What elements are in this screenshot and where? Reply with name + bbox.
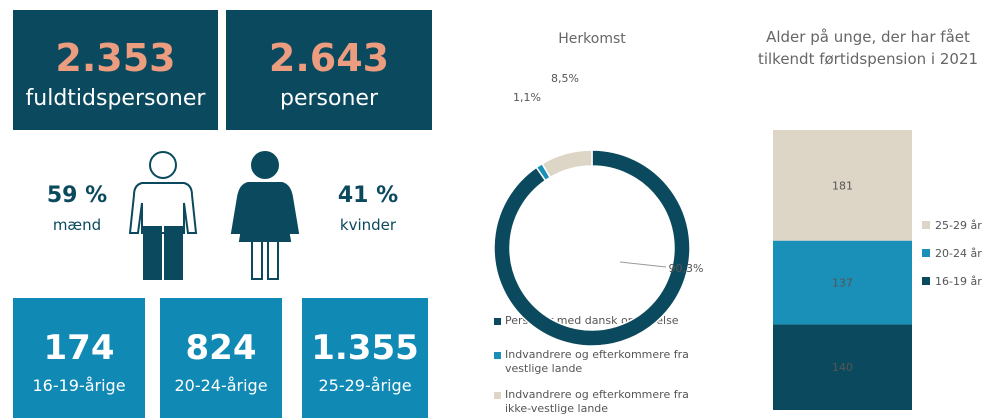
legend-swatch	[922, 249, 930, 257]
age-label: 16-19-årige	[32, 376, 126, 395]
legend-label: Indvandrere og efterkommere fra ikke-ves…	[505, 388, 689, 415]
kpi-tile: 2.643 personer	[226, 10, 432, 130]
kpi-value: 2.353	[55, 36, 176, 80]
bar-segment	[773, 130, 912, 241]
age-value: 824	[185, 328, 257, 368]
age-label: 25-29-årige	[318, 376, 412, 395]
gender-value: 59 %	[46, 183, 108, 208]
age-tile: 174 16-19-årige	[13, 298, 145, 418]
age-tile: 1.355 25-29-årige	[302, 298, 428, 418]
data-label: 90,3%	[669, 262, 704, 275]
kpi-value: 2.643	[268, 36, 390, 80]
legend-item: Indvandrere og efterkommere fra ikke-ves…	[494, 388, 714, 416]
data-label: 8,5%	[551, 72, 579, 85]
donut-segment	[493, 149, 691, 347]
legend-item: Indvandrere og efterkommere fra vestlige…	[494, 348, 714, 376]
data-label: 1,1%	[513, 91, 541, 104]
gender-value: 41 %	[337, 183, 399, 208]
data-label: 140	[832, 361, 853, 374]
age-tile: 824 20-24-årige	[160, 298, 282, 418]
legend-label: 16-19 år	[935, 275, 982, 288]
legend-swatch	[494, 392, 501, 399]
gender-icons	[128, 151, 300, 280]
leader-line	[619, 261, 667, 268]
gender-label: kvinder	[339, 216, 397, 234]
legend-swatch	[494, 318, 501, 325]
legend-label: 25-29 år	[935, 219, 982, 232]
data-label: 181	[832, 179, 853, 192]
age-label: 20-24-årige	[174, 376, 268, 395]
chart-title: Alder på unge, der har fået tilkendt før…	[757, 28, 979, 68]
bar-segment	[773, 240, 912, 325]
man-icon	[128, 151, 198, 280]
legend-label: 20-24 år	[935, 247, 982, 260]
data-label: 137	[832, 277, 853, 290]
legend-label: Indvandrere og efterkommere fra vestlige…	[505, 348, 689, 375]
legend-swatch	[494, 352, 501, 359]
gender-label: mænd	[52, 216, 102, 234]
age-value: 174	[43, 328, 115, 368]
chart-title: Herkomst	[558, 31, 626, 47]
kpi-tile: 2.353 fuldtidspersoner	[13, 10, 218, 130]
woman-icon	[230, 151, 300, 280]
legend-swatch	[922, 277, 930, 285]
age-value: 1.355	[311, 328, 419, 368]
kpi-label: fuldtidspersoner	[25, 86, 206, 111]
donut-segment	[541, 149, 593, 179]
kpi-label: personer	[280, 86, 378, 111]
bar-segment	[773, 324, 912, 410]
legend-swatch	[922, 221, 930, 229]
